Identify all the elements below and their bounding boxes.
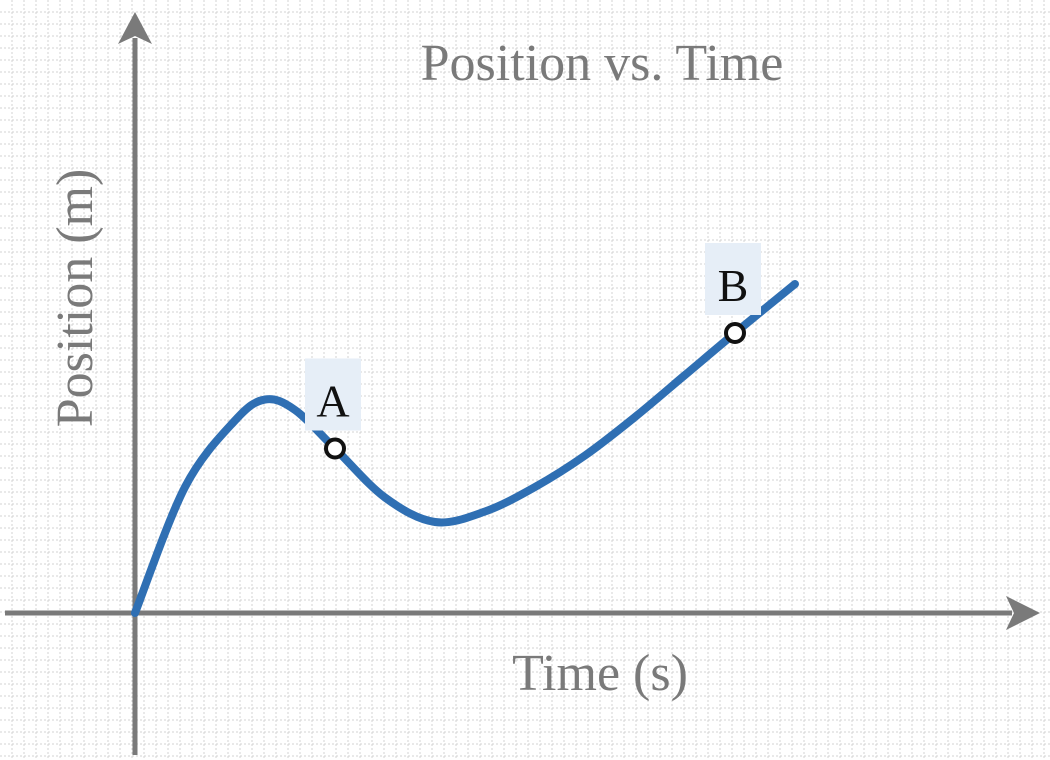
point-marker <box>324 437 346 460</box>
chart-title: Position vs. Time <box>421 35 784 92</box>
point-marker <box>724 322 746 344</box>
point-label: A <box>316 376 349 427</box>
position-curve <box>131 280 799 617</box>
axes <box>5 12 1040 755</box>
point-label: B <box>718 260 749 311</box>
x-axis-arrow-icon <box>1006 596 1040 630</box>
point-label-background <box>705 243 761 315</box>
data-series <box>131 280 799 617</box>
y-axis-arrow-icon <box>118 12 152 44</box>
y-axis-label: Position (m) <box>47 169 104 428</box>
point-b: B <box>705 243 761 344</box>
point-a: A <box>305 358 361 460</box>
x-axis-label: Time (s) <box>512 645 688 702</box>
point-label-background <box>305 358 361 431</box>
labeled-points: AB <box>305 243 761 460</box>
